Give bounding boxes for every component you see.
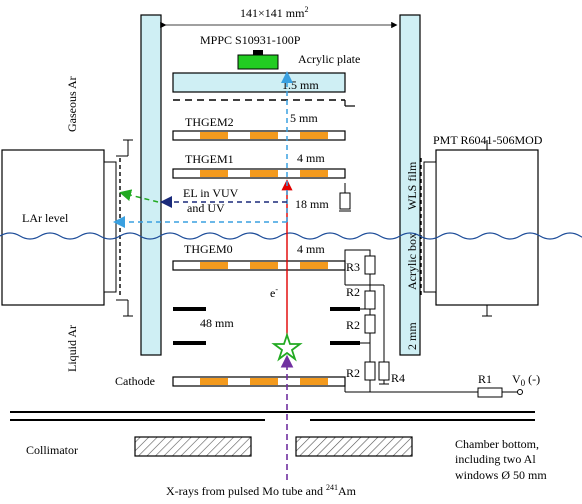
- wls-film-label: WLS film: [405, 161, 419, 210]
- interaction-star: [271, 332, 303, 362]
- right-window-plate: [399, 14, 421, 356]
- gaseous-ar-label: Gaseous Ar: [65, 76, 79, 132]
- divider-network: [344, 249, 478, 393]
- lar-level-label: LAr level: [22, 211, 69, 225]
- thgem0-label: THGEM0: [184, 242, 233, 256]
- r1-resistor: [477, 387, 503, 398]
- cathode-plate: [172, 376, 346, 387]
- thgem1-label: THGEM1: [185, 152, 234, 166]
- acrylic-plate-label: Acrylic plate: [298, 52, 360, 66]
- r2-label-a: R2: [346, 285, 360, 299]
- r3-label: R3: [346, 260, 360, 274]
- thgem2-label: THGEM2: [185, 115, 234, 129]
- cathode-label: Cathode: [115, 374, 155, 388]
- acrylic-plate: [172, 72, 346, 93]
- green-photon-left: [119, 189, 159, 203]
- r2-label-b: R2: [346, 318, 360, 332]
- gap-5mm-label: 5 mm: [290, 111, 318, 125]
- chamber-bottom-line1: Chamber bottom,: [455, 437, 539, 451]
- field-shaping-electrodes: [173, 307, 360, 345]
- gap-2mm-label: 2 mm: [405, 322, 419, 350]
- v0-terminal: [517, 389, 523, 395]
- gap-18mm-label: 18 mm: [295, 197, 329, 211]
- lar-surface-wave: [0, 232, 582, 240]
- chamber-bottom: [10, 411, 535, 421]
- chamber-bottom-line3: windows Ø 50 mm: [455, 468, 547, 482]
- right-pmt-window: [423, 161, 437, 293]
- r1-label: R1: [478, 372, 492, 386]
- gap-48mm-label: 48 mm: [200, 316, 234, 330]
- collimator-block-right: [295, 436, 413, 457]
- acrylic-box-label: Acrylic box: [405, 233, 419, 290]
- pmt-label: PMT R6041-506MOD: [433, 133, 543, 147]
- electron-label: e-: [270, 285, 278, 300]
- gap-4mm-bottom-label: 4 mm: [297, 242, 325, 256]
- collimator-block-left: [134, 436, 252, 457]
- mppc-label: MPPC S10931-100P: [200, 33, 301, 47]
- chamber-bottom-line2: including two Al: [455, 452, 536, 466]
- thgem1-plate: [172, 168, 346, 179]
- el-label-line2: and UV: [187, 201, 225, 215]
- mppc-pin: [253, 50, 263, 55]
- left-window-plate: [140, 14, 162, 356]
- thgem1-resistor: [339, 192, 351, 210]
- v0-label: V0 (-): [512, 372, 540, 388]
- el-label-line1: EL in VUV: [183, 186, 239, 200]
- right-pmt-box: [435, 149, 539, 306]
- r2-label-c: R2: [346, 366, 360, 380]
- left-pmt-window: [103, 161, 117, 293]
- xray-caption: X-rays from pulsed Mo tube and 241Am: [166, 483, 357, 498]
- thgem0-plate: [172, 260, 346, 271]
- thgem2-plate: [172, 130, 346, 141]
- mppc-sensor: [237, 54, 279, 70]
- left-pmt-box: [1, 149, 105, 306]
- gap-4mm-top-label: 4 mm: [297, 151, 325, 165]
- collimator-label: Collimator: [26, 443, 78, 457]
- liquid-ar-label: Liquid Ar: [65, 325, 79, 372]
- dimension-label: 141×141 mm2: [240, 5, 308, 20]
- r4-label: R4: [391, 371, 405, 385]
